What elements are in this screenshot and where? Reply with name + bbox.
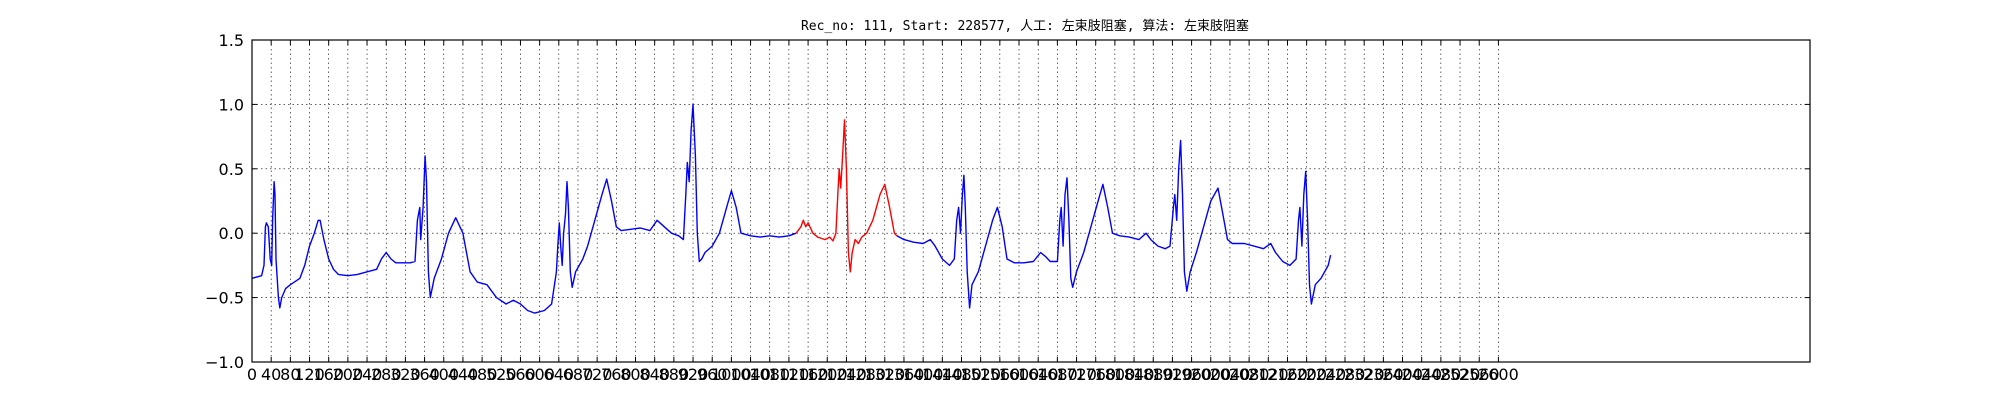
x-tick-label: 520 bbox=[486, 365, 517, 384]
y-tick-label: −0.5 bbox=[205, 289, 244, 308]
x-tick-label: 1480 bbox=[941, 365, 982, 384]
x-tick-label: 2120 bbox=[1248, 365, 1289, 384]
x-tick-label: 1560 bbox=[979, 365, 1020, 384]
x-tick-label: 1440 bbox=[922, 365, 963, 384]
x-tick-label: 320 bbox=[390, 365, 421, 384]
y-tick-label: 1.5 bbox=[219, 31, 244, 50]
x-tick-label: 880 bbox=[659, 365, 690, 384]
x-tick-label: 1600 bbox=[999, 365, 1040, 384]
x-tick-label: 2160 bbox=[1267, 365, 1308, 384]
x-tick-label: 2360 bbox=[1363, 365, 1404, 384]
x-tick-label: 1000 bbox=[711, 365, 752, 384]
x-tick-label: 1880 bbox=[1133, 365, 1174, 384]
x-tick-label: 80 bbox=[280, 365, 300, 384]
grid bbox=[252, 39, 1810, 363]
chart-title: Rec_no: 111, Start: 228577, 人工: 左束肢阻塞, 算… bbox=[801, 18, 1249, 34]
x-tick-label: 2000 bbox=[1190, 365, 1231, 384]
x-tick-label: 560 bbox=[505, 365, 536, 384]
x-tick-label: 0 bbox=[247, 365, 257, 384]
y-tick-label: 1.0 bbox=[219, 95, 244, 114]
y-tick-label: 0.5 bbox=[219, 160, 244, 179]
x-tick-label: 1320 bbox=[864, 365, 905, 384]
x-axis: 0 408012016020024028032036040044048052056… bbox=[247, 40, 1519, 384]
y-axis: 1.5 1.0 0.5 0.0 −0.5 −1.0 bbox=[205, 31, 1810, 372]
x-tick-label: 360 bbox=[409, 365, 440, 384]
ecg-trace-segment-2 bbox=[795, 119, 898, 273]
x-tick-label: 1080 bbox=[749, 365, 790, 384]
x-tick-label: 2240 bbox=[1305, 365, 1346, 384]
x-tick-label: 720 bbox=[582, 365, 613, 384]
x-tick-label: 1920 bbox=[1152, 365, 1193, 384]
x-tick-label: 2200 bbox=[1286, 365, 1327, 384]
x-tick-label: 2280 bbox=[1325, 365, 1366, 384]
x-tick-label: 1760 bbox=[1075, 365, 1116, 384]
x-tick-label: 2320 bbox=[1344, 365, 1385, 384]
x-tick-label: 2480 bbox=[1421, 365, 1462, 384]
plot-frame bbox=[251, 39, 1811, 363]
x-tick-label: 1960 bbox=[1171, 365, 1212, 384]
x-tick-label: 1160 bbox=[788, 365, 829, 384]
x-tick-label: 280 bbox=[371, 365, 402, 384]
x-tick-label: 2080 bbox=[1229, 365, 1270, 384]
ecg-trace-segment-1 bbox=[251, 103, 797, 314]
x-tick-label: 40 bbox=[261, 365, 281, 384]
x-tick-label: 2560 bbox=[1459, 365, 1500, 384]
x-tick-label: 1640 bbox=[1018, 365, 1059, 384]
series-group bbox=[251, 103, 1332, 314]
x-tick-label: 1800 bbox=[1095, 365, 1136, 384]
x-tick-label: 640 bbox=[544, 365, 575, 384]
x-tick-label: 1400 bbox=[903, 365, 944, 384]
x-tick-label: 480 bbox=[467, 365, 498, 384]
x-tick-label: 760 bbox=[601, 365, 632, 384]
x-tick-label: 2040 bbox=[1210, 365, 1251, 384]
x-tick-label: 600 bbox=[524, 365, 555, 384]
x-tick-label: 1520 bbox=[960, 365, 1001, 384]
x-tick-label: 400 bbox=[428, 365, 459, 384]
x-tick-label: 1120 bbox=[769, 365, 810, 384]
x-tick-label: 1280 bbox=[845, 365, 886, 384]
x-tick-label: 960 bbox=[697, 365, 728, 384]
x-tick-label: 1240 bbox=[826, 365, 867, 384]
x-tick-label: 2600 bbox=[1478, 365, 1519, 384]
ecg-trace-segment-3 bbox=[896, 139, 1332, 309]
x-tick-label: 680 bbox=[563, 365, 594, 384]
x-tick-label: 120 bbox=[294, 365, 325, 384]
x-tick-label: 1200 bbox=[807, 365, 848, 384]
x-tick-label: 1840 bbox=[1114, 365, 1155, 384]
x-tick-label: 440 bbox=[448, 365, 479, 384]
x-tick-label: 840 bbox=[639, 365, 670, 384]
x-tick-label: 800 bbox=[620, 365, 651, 384]
x-tick-label: 1720 bbox=[1056, 365, 1097, 384]
x-tick-label: 2440 bbox=[1401, 365, 1442, 384]
x-tick-label: 200 bbox=[333, 365, 364, 384]
y-tick-label: 0.0 bbox=[219, 224, 244, 243]
x-tick-label: 2400 bbox=[1382, 365, 1423, 384]
x-tick-label: 1360 bbox=[884, 365, 925, 384]
x-tick-label: 1680 bbox=[1037, 365, 1078, 384]
x-tick-label: 160 bbox=[313, 365, 344, 384]
x-tick-label: 920 bbox=[678, 365, 709, 384]
x-tick-label: 240 bbox=[352, 365, 383, 384]
x-tick-label: 1040 bbox=[730, 365, 771, 384]
x-tick-label: 2520 bbox=[1440, 365, 1481, 384]
y-tick-label: −1.0 bbox=[205, 353, 244, 372]
